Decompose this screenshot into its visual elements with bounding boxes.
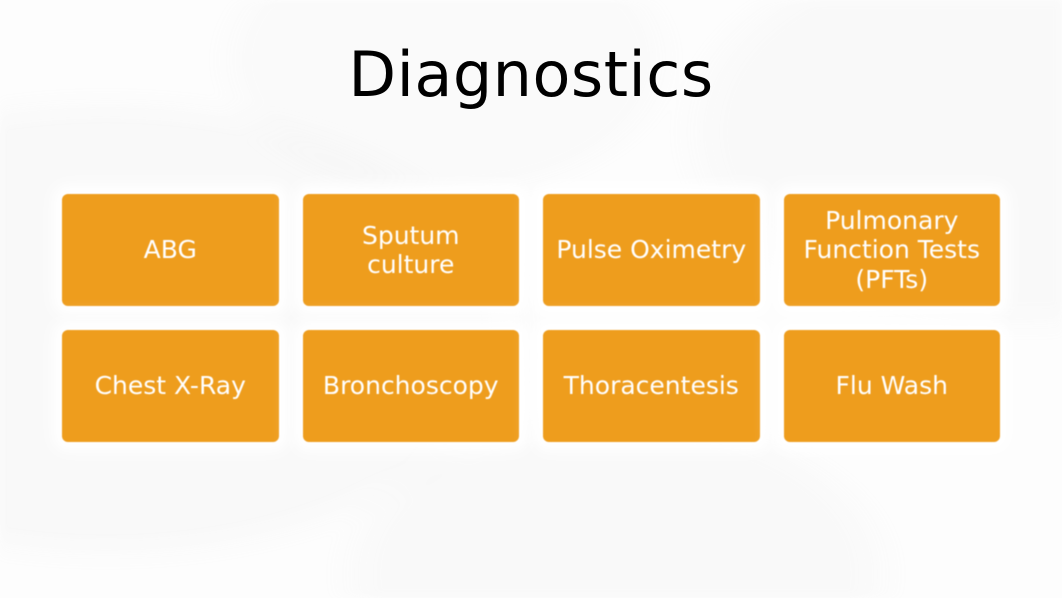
tile-label: Pulse Oximetry bbox=[556, 235, 746, 265]
tile-chest-xray: Chest X-Ray bbox=[62, 330, 279, 442]
tile-label: Sputum culture bbox=[315, 221, 508, 280]
tile-pulse-oximetry: Pulse Oximetry bbox=[543, 194, 760, 306]
tiles-grid: ABG Sputum culture Pulse Oximetry Pulmon… bbox=[62, 194, 1000, 442]
tile-thoracentesis: Thoracentesis bbox=[543, 330, 760, 442]
tile-pfts: Pulmonary Function Tests (PFTs) bbox=[784, 194, 1001, 306]
tile-label: Thoracentesis bbox=[564, 371, 739, 401]
slide-title: Diagnostics bbox=[0, 38, 1062, 111]
tile-bronchoscopy: Bronchoscopy bbox=[303, 330, 520, 442]
tile-label: Bronchoscopy bbox=[323, 371, 499, 401]
tile-label: ABG bbox=[144, 235, 197, 265]
slide-container: Diagnostics ABG Sputum culture Pulse Oxi… bbox=[0, 0, 1062, 598]
tile-abg: ABG bbox=[62, 194, 279, 306]
tile-label: Pulmonary Function Tests (PFTs) bbox=[796, 206, 989, 295]
tile-sputum-culture: Sputum culture bbox=[303, 194, 520, 306]
tile-label: Flu Wash bbox=[836, 371, 948, 401]
tile-label: Chest X-Ray bbox=[95, 371, 246, 401]
tile-flu-wash: Flu Wash bbox=[784, 330, 1001, 442]
